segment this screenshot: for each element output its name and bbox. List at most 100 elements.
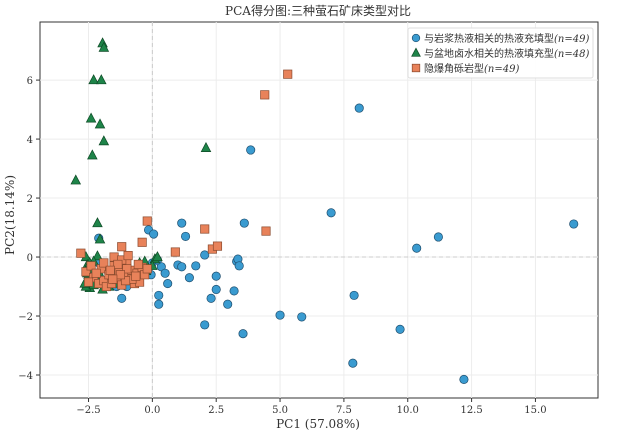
x-tick-label: 7.5 [336,405,352,416]
square-point [105,265,115,275]
square-point [115,270,125,280]
y-tick-label: 4 [27,135,33,146]
circle-point [354,103,364,113]
square-point [81,267,91,277]
legend-series-name: 与盆地卤水相关的热液填充型 [424,47,554,60]
circle-point [181,231,191,241]
square-point [76,248,86,258]
circle-point [117,293,127,303]
circle-point [349,290,359,300]
square-point [123,251,133,261]
plot-area [39,21,599,399]
x-tick-label: 10.0 [397,405,419,416]
legend-label: 与盆地卤水相关的热液填充型(n=48) [424,47,589,60]
square-point [260,90,270,100]
circle-point [211,284,221,295]
x-tick-label: 5.0 [272,405,288,416]
y-tick-label: −4 [18,371,33,382]
legend-series-name: 隐爆角砾岩型 [424,62,484,75]
legend-label: 隐爆角砾岩型(n=49) [424,62,519,75]
x-axis-label: PC1 (57.08%) [276,417,360,431]
square-point [131,271,141,281]
circle-point [234,261,244,271]
triangle-point [152,251,163,262]
x-tick-label: −2.5 [76,405,100,416]
square-point [117,242,127,252]
square-point [200,224,210,234]
circle-point [177,218,187,228]
circle-point [412,243,422,253]
square-point [142,216,152,226]
circle-point [433,232,443,242]
square-point [91,268,101,278]
y-tick-label: −2 [18,312,33,323]
legend-series-name: 与岩浆热液相关的热液充填型 [424,32,554,45]
circle-point [275,310,285,320]
square-point [108,274,118,284]
square-point [283,69,293,79]
triangle-point [96,74,107,85]
chart-title: PCA得分图:三种萤石矿床类型对比 [225,3,411,18]
y-axis-label: PC2(18.14%) [3,175,17,255]
triangle-point [92,250,103,261]
legend-triangle-icon [411,47,421,57]
y-tick-label: 2 [27,194,33,205]
triangle-point [94,118,106,129]
circle-point [154,299,164,309]
square-point [170,247,180,257]
ticks: −2.5 0.0 2.5 5.0 7.5 10.0 12.5 15.0 −4 −2 0 2 4 6 [18,76,546,416]
triangle-point [85,112,97,123]
square-point [142,264,152,274]
square-point [212,241,223,251]
triangle-point [94,233,106,244]
circle-point [149,229,159,239]
square-point [83,277,94,287]
square-point [113,259,123,269]
circle-point [348,358,358,368]
legend-count: (n=49) [484,64,519,75]
circle-point [206,293,216,303]
circle-point [200,250,210,260]
square-point [86,261,96,271]
legend-square-icon [411,63,421,73]
circle-point [239,218,249,228]
circle-point [184,273,194,283]
triangle-point [88,74,99,85]
circle-point [246,145,256,155]
circle-point [459,374,469,384]
x-tick-label: 15.0 [524,405,546,416]
circle-point [297,312,307,322]
y-tick-label: 6 [27,76,33,87]
square-point [122,264,132,274]
points [70,37,579,384]
triangle-point [98,41,110,52]
triangle-point [70,174,82,185]
x-tick-label: 0.0 [144,405,160,416]
triangle-point [98,135,110,146]
grid [40,22,598,398]
legend: 与岩浆热液相关的热液充填型(n=49)与盆地卤水相关的热液填充型(n=48)隐爆… [407,27,594,79]
circle-point [238,329,248,339]
circle-point [191,261,201,271]
square-point [99,258,109,268]
circle-point [163,279,173,289]
circle-point [223,299,233,309]
square-point [121,276,131,286]
circle-point [211,271,221,281]
triangle-point [200,141,212,152]
legend-circle-icon [411,33,421,43]
legend-label: 与岩浆热液相关的热液充填型(n=49) [424,32,589,45]
circle-point [326,208,336,218]
circle-point [154,290,164,300]
x-tick-label: 12.5 [460,405,482,416]
circle-point [569,219,579,229]
triangle-point [87,149,98,160]
circle-point [395,324,405,334]
y-tick-label: 0 [27,253,33,264]
square-point [133,259,143,269]
square-point [261,226,271,236]
square-point [137,237,147,247]
circle-point [229,286,239,296]
circle-point [200,320,210,330]
